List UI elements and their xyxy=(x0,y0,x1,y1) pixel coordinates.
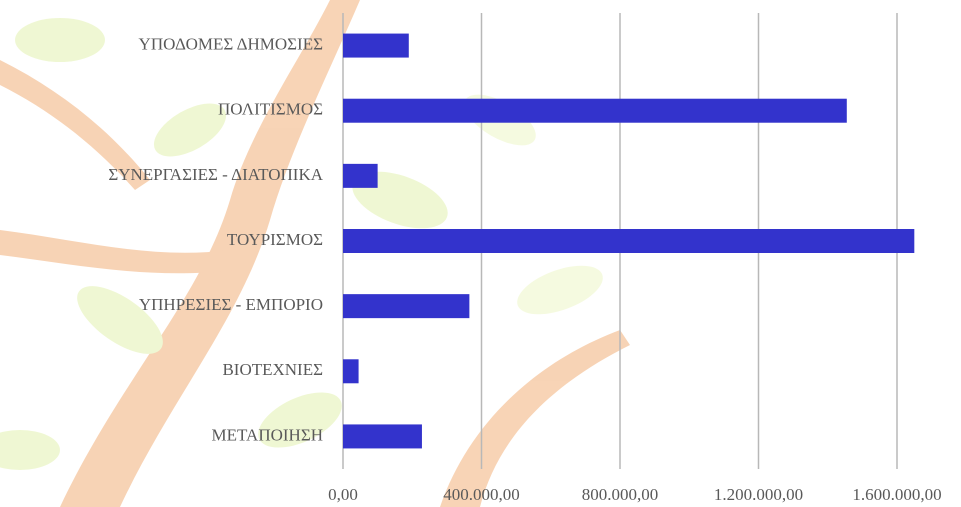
bar xyxy=(343,229,915,253)
y-tick-label: ΒΙΟΤΕΧΝΙΕΣ xyxy=(222,360,323,379)
x-tick-label: 1.600.000,00 xyxy=(852,485,941,504)
bar xyxy=(343,359,359,384)
y-tick-label: ΜΕΤΑΠΟΙΗΣΗ xyxy=(212,425,323,444)
bar xyxy=(343,33,409,58)
y-tick-label: ΠΟΛΙΤΙΣΜΟΣ xyxy=(218,100,323,119)
y-tick-label: ΥΠΗΡΕΣΙΕΣ - ΕΜΠΟΡΙΟ xyxy=(139,295,323,314)
bar xyxy=(343,98,847,123)
y-tick-label: ΥΠΟΔΟΜΕΣ ΔΗΜΟΣΙΕΣ xyxy=(139,34,324,53)
x-tick-label: 400.000,00 xyxy=(443,485,520,504)
bar xyxy=(343,294,470,319)
bar xyxy=(343,424,422,449)
x-tick-label: 0,00 xyxy=(328,485,358,504)
y-tick-label: ΤΟΥΡΙΣΜΟΣ xyxy=(227,230,323,249)
y-tick-label: ΣΥΝΕΡΓΑΣΙΕΣ - ΔΙΑΤΟΠΙΚΑ xyxy=(108,165,323,184)
bar xyxy=(343,163,378,188)
x-tick-label: 800.000,00 xyxy=(582,485,659,504)
x-tick-label: 1.200.000,00 xyxy=(714,485,803,504)
